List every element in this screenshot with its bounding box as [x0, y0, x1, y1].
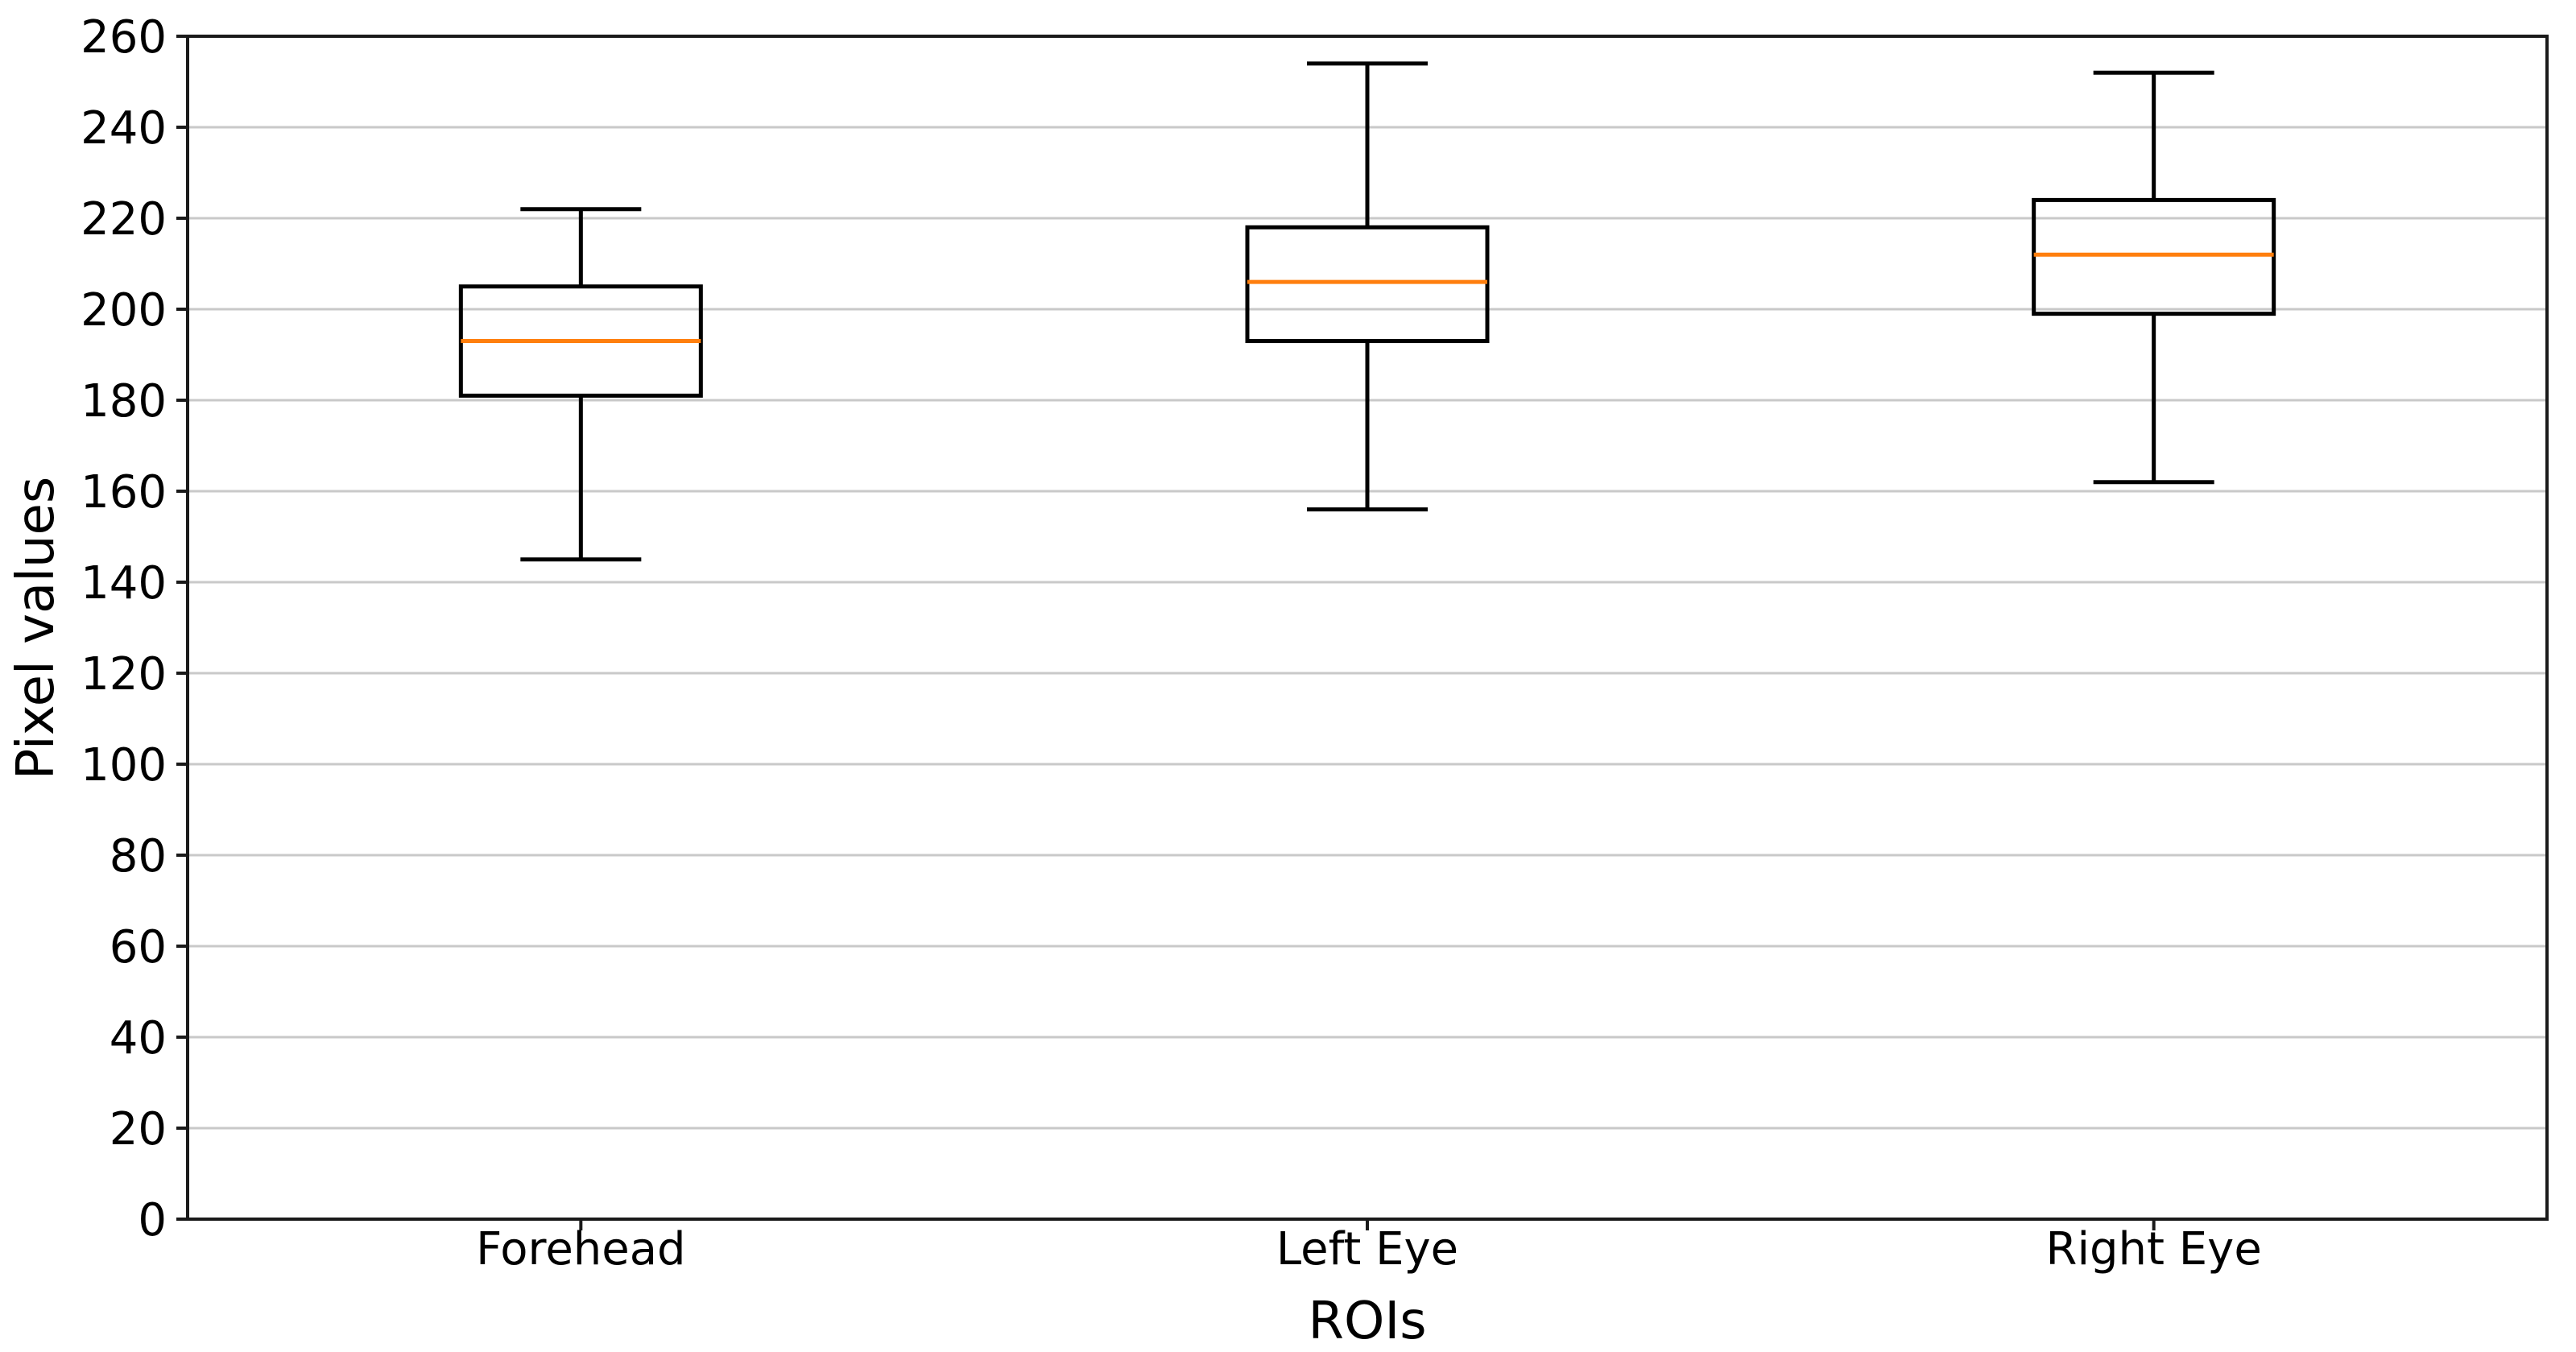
gridlines-layer	[188, 126, 2547, 1130]
y-tick-label: 240	[81, 102, 167, 155]
y-tick-label: 40	[110, 1012, 167, 1065]
tick-marks-layer	[176, 35, 2156, 1230]
y-tick-label: 220	[81, 193, 167, 246]
y-tick-label: 140	[81, 557, 167, 610]
y-tick-label: 180	[81, 375, 167, 428]
x-tick-label: Left Eye	[1276, 1223, 1458, 1276]
boxplots-layer	[458, 61, 2276, 562]
y-tick-label: 80	[110, 830, 167, 883]
x-tick-label: Forehead	[476, 1223, 686, 1276]
tick-labels-layer: 0 20 40 60 80 100 120 140 160 180 200 220 240 260 Fore…	[81, 11, 2262, 1276]
iqr-box	[1245, 225, 1490, 344]
y-tick-label: 60	[110, 921, 167, 974]
boxplot-left-eye	[1245, 61, 1490, 512]
y-tick-label: 260	[81, 11, 167, 64]
boxplot-forehead	[458, 207, 703, 562]
y-tick-label: 0	[138, 1194, 167, 1247]
y-tick-label: 100	[81, 739, 167, 792]
y-axis-label: Pixel values	[6, 477, 66, 780]
y-tick-label: 20	[110, 1103, 167, 1156]
iqr-box	[2032, 197, 2276, 316]
x-tick-label: Right Eye	[2046, 1223, 2262, 1276]
y-tick-label: 120	[81, 648, 167, 701]
boxplot-right-eye	[2032, 70, 2276, 485]
x-axis-label: ROIs	[1308, 1292, 1426, 1351]
y-tick-label: 160	[81, 466, 167, 519]
y-tick-label: 200	[81, 284, 167, 337]
